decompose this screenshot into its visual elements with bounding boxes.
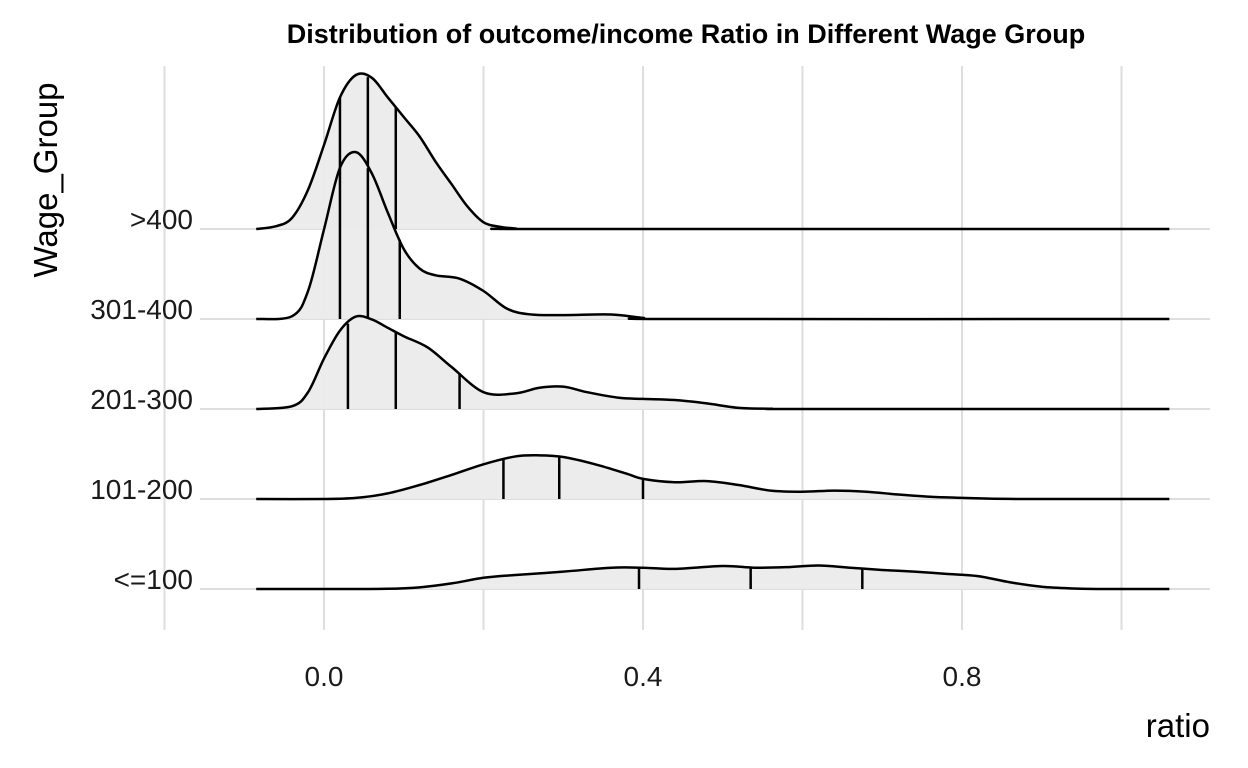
x-axis-labels: 0.0 0.4 0.8 xyxy=(305,661,982,692)
ridge-area xyxy=(256,455,1170,500)
chart-title: Distribution of outcome/income Ratio in … xyxy=(287,19,1086,49)
ridge-area xyxy=(256,73,1170,230)
ridge-outline xyxy=(256,314,1170,411)
y-tick-label: 101-200 xyxy=(90,474,193,505)
ridge-area xyxy=(256,151,1170,320)
ridge-5 xyxy=(256,72,1170,231)
x-axis-title: ratio xyxy=(1146,707,1210,744)
x-tick-label: 0.4 xyxy=(624,661,663,692)
y-tick-label: >400 xyxy=(130,204,193,235)
ridge-outline xyxy=(256,72,1170,231)
y-tick-label: 201-300 xyxy=(90,384,193,415)
y-axis-labels: <=100 101-200 201-300 301-400 >400 xyxy=(90,204,193,595)
ridges-layer xyxy=(256,72,1170,591)
ridge-3 xyxy=(256,314,1170,411)
y-axis-title: Wage_Group xyxy=(27,82,64,277)
x-tick-label: 0.0 xyxy=(305,661,344,692)
ridge-area xyxy=(256,565,1170,590)
x-tick-label: 0.8 xyxy=(943,661,982,692)
ridge-outline xyxy=(256,150,1170,321)
ridge-outline xyxy=(256,564,1170,591)
ridge-1 xyxy=(256,564,1170,591)
ridge-4 xyxy=(256,150,1170,321)
y-tick-label: <=100 xyxy=(114,564,193,595)
ridge-outline xyxy=(256,453,1170,501)
ridge-2 xyxy=(256,453,1170,501)
y-tick-label: 301-400 xyxy=(90,294,193,325)
